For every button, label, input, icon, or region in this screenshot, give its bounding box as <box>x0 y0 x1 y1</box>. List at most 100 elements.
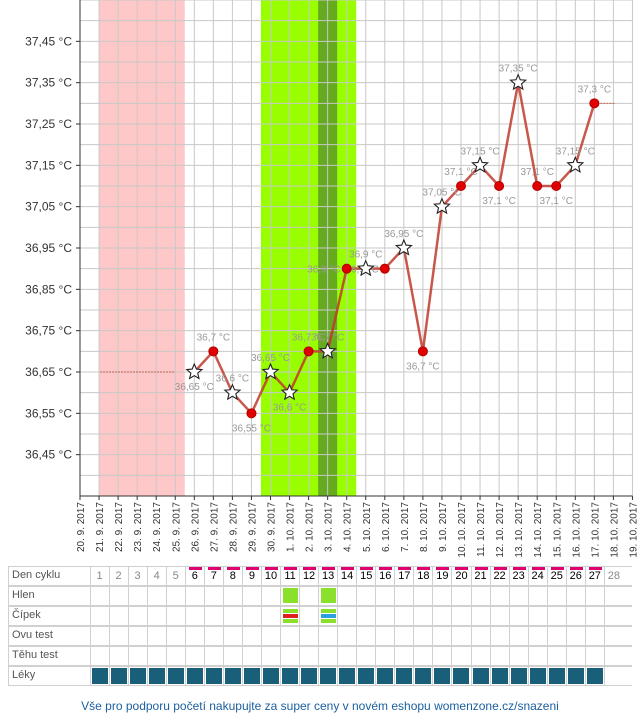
table-cell[interactable] <box>299 606 318 626</box>
table-cell[interactable] <box>413 606 432 626</box>
table-cell[interactable] <box>127 646 147 666</box>
table-cell[interactable] <box>375 626 394 646</box>
table-cell[interactable] <box>318 606 337 626</box>
table-cell[interactable] <box>603 666 623 686</box>
table-cell[interactable] <box>241 606 261 626</box>
table-cell[interactable] <box>565 586 585 606</box>
table-cell[interactable] <box>280 646 299 666</box>
table-cell[interactable] <box>394 626 413 646</box>
table-cell[interactable] <box>394 666 413 686</box>
table-cell[interactable] <box>108 666 128 686</box>
table-cell[interactable] <box>222 626 242 646</box>
table-cell[interactable] <box>356 586 375 606</box>
table-cell[interactable] <box>508 646 528 666</box>
table-cell[interactable] <box>527 666 547 686</box>
table-cell[interactable] <box>89 586 109 606</box>
table-cell[interactable] <box>508 606 528 626</box>
table-cell[interactable] <box>375 606 394 626</box>
table-cell[interactable] <box>451 646 470 666</box>
table-cell[interactable] <box>451 626 470 646</box>
table-cell[interactable] <box>260 666 280 686</box>
table-cell[interactable] <box>146 646 166 666</box>
table-cell[interactable] <box>489 646 509 666</box>
table-cell[interactable] <box>127 606 147 626</box>
table-cell[interactable] <box>356 646 375 666</box>
table-cell[interactable] <box>260 586 280 606</box>
table-cell[interactable] <box>603 586 623 606</box>
table-cell[interactable] <box>108 586 128 606</box>
table-cell[interactable] <box>451 606 470 626</box>
table-cell[interactable] <box>489 586 509 606</box>
table-cell[interactable] <box>546 606 566 626</box>
table-cell[interactable] <box>337 626 356 646</box>
table-cell[interactable] <box>89 666 109 686</box>
eshop-link[interactable]: Vše pro podporu početí nakupujte za supe… <box>81 699 559 713</box>
table-cell[interactable] <box>546 586 566 606</box>
table-cell[interactable] <box>508 666 528 686</box>
table-cell[interactable] <box>318 626 337 646</box>
table-cell[interactable] <box>432 606 451 626</box>
table-cell[interactable] <box>280 586 299 606</box>
table-cell[interactable] <box>184 606 204 626</box>
table-cell[interactable] <box>394 586 413 606</box>
table-cell[interactable] <box>127 666 147 686</box>
table-cell[interactable] <box>489 626 509 646</box>
table-cell[interactable] <box>165 646 185 666</box>
table-cell[interactable] <box>184 666 204 686</box>
table-cell[interactable] <box>108 646 128 666</box>
table-cell[interactable] <box>89 626 109 646</box>
table-cell[interactable] <box>241 586 261 606</box>
table-cell[interactable] <box>565 646 585 666</box>
table-cell[interactable] <box>432 666 451 686</box>
table-cell[interactable] <box>356 606 375 626</box>
table-cell[interactable] <box>508 626 528 646</box>
table-cell[interactable] <box>546 666 566 686</box>
table-cell[interactable] <box>108 606 128 626</box>
table-cell[interactable] <box>146 666 166 686</box>
table-cell[interactable] <box>184 626 204 646</box>
table-cell[interactable] <box>413 646 432 666</box>
table-cell[interactable] <box>241 626 261 646</box>
table-cell[interactable] <box>432 626 451 646</box>
table-cell[interactable] <box>432 646 451 666</box>
table-cell[interactable] <box>146 586 166 606</box>
table-cell[interactable] <box>318 666 337 686</box>
table-cell[interactable] <box>546 626 566 646</box>
table-cell[interactable] <box>470 646 490 666</box>
table-cell[interactable] <box>489 606 509 626</box>
table-cell[interactable] <box>394 646 413 666</box>
table-cell[interactable] <box>260 626 280 646</box>
table-cell[interactable] <box>146 626 166 646</box>
table-cell[interactable] <box>489 666 509 686</box>
table-cell[interactable] <box>184 586 204 606</box>
table-cell[interactable] <box>299 626 318 646</box>
table-cell[interactable] <box>299 666 318 686</box>
table-cell[interactable] <box>241 646 261 666</box>
table-cell[interactable] <box>337 606 356 626</box>
table-cell[interactable] <box>527 606 547 626</box>
table-cell[interactable] <box>203 586 223 606</box>
table-cell[interactable] <box>413 666 432 686</box>
table-cell[interactable] <box>470 606 490 626</box>
table-cell[interactable] <box>375 646 394 666</box>
table-cell[interactable] <box>165 606 185 626</box>
table-cell[interactable] <box>337 646 356 666</box>
table-cell[interactable] <box>222 586 242 606</box>
table-cell[interactable] <box>299 646 318 666</box>
table-cell[interactable] <box>413 626 432 646</box>
table-cell[interactable] <box>527 586 547 606</box>
table-cell[interactable] <box>318 646 337 666</box>
table-cell[interactable] <box>222 646 242 666</box>
table-cell[interactable] <box>318 586 337 606</box>
table-cell[interactable] <box>584 606 604 626</box>
table-cell[interactable] <box>565 666 585 686</box>
table-cell[interactable] <box>584 626 604 646</box>
table-cell[interactable] <box>470 666 490 686</box>
table-cell[interactable] <box>432 586 451 606</box>
table-cell[interactable] <box>203 626 223 646</box>
table-cell[interactable] <box>222 606 242 626</box>
table-cell[interactable] <box>203 666 223 686</box>
table-cell[interactable] <box>146 606 166 626</box>
table-cell[interactable] <box>584 646 604 666</box>
table-cell[interactable] <box>203 606 223 626</box>
